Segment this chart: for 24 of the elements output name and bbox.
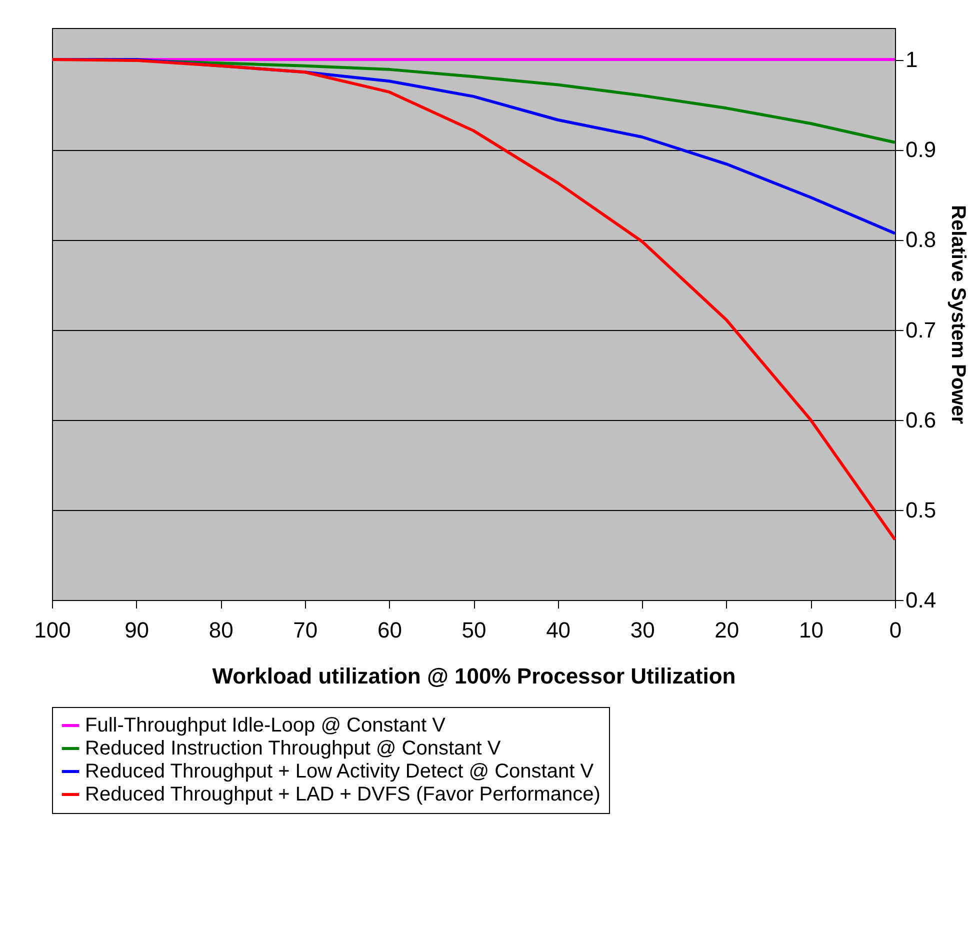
x-tick-label: 60 (377, 618, 402, 642)
y-tick-label: 1 (906, 47, 918, 72)
x-tick-label: 40 (546, 618, 571, 642)
y-tick-label: 0.7 (906, 317, 936, 342)
legend-label: Reduced Throughput + Low Activity Detect @ Constant V (85, 760, 594, 782)
legend-label: Reduced Throughput + LAD + DVFS (Favor Performance) (85, 784, 600, 806)
y-tick-label: 0.6 (906, 407, 936, 432)
legend-label: Full-Throughput Idle-Loop @ Constant V (85, 714, 446, 736)
x-tick-label: 0 (889, 618, 902, 642)
x-tick-label: 90 (124, 618, 150, 642)
x-tick-label: 10 (798, 618, 824, 642)
x-tick-label: 100 (34, 618, 71, 642)
x-tick-label: 50 (462, 618, 486, 642)
x-tick-label: 70 (293, 618, 318, 642)
y-tick-label: 0.8 (906, 227, 936, 252)
x-tick-label: 80 (208, 618, 234, 642)
x-axis-title: Workload utilization @ 100% Processor Utilization (212, 664, 736, 688)
y-tick-label: 0.5 (906, 497, 936, 522)
y-tick-label: 0.4 (906, 588, 936, 612)
y-tick-label: 0.9 (906, 137, 936, 162)
x-tick-label: 30 (630, 618, 655, 642)
y-axis-title: Relative System Power (947, 205, 970, 424)
x-tick-label: 20 (714, 618, 740, 642)
legend-label: Reduced Instruction Throughput @ Constant V (85, 738, 502, 760)
